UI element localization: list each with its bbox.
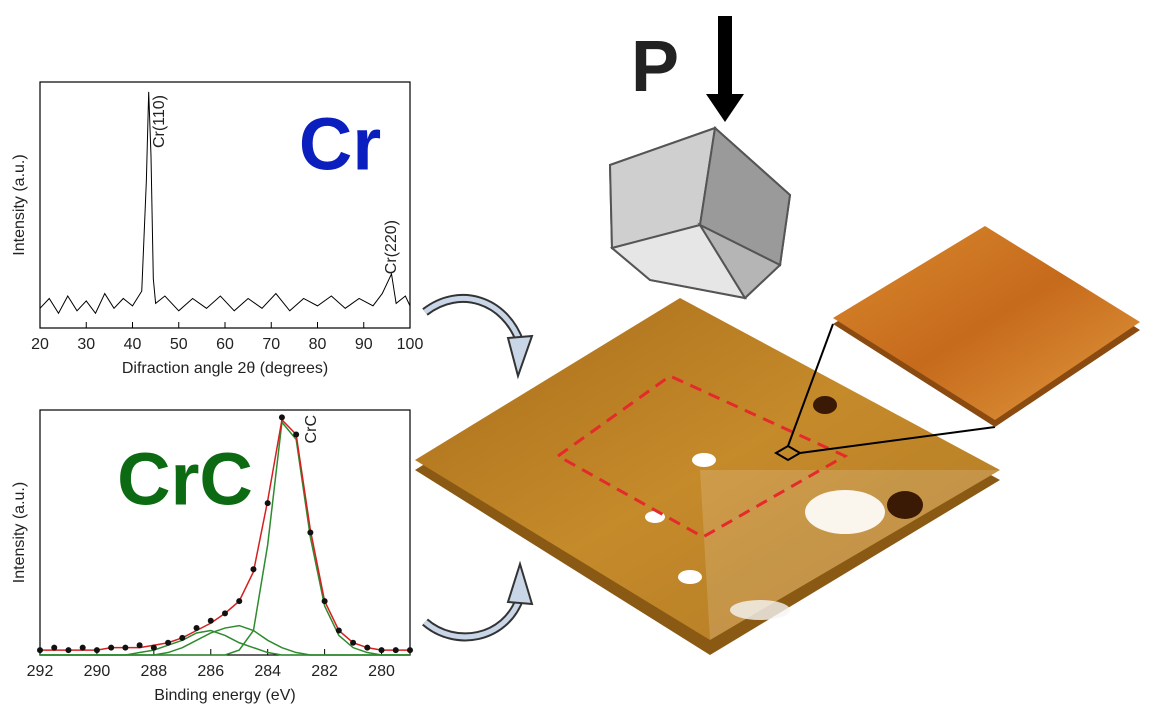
- x-tick-label: 40: [124, 336, 142, 353]
- flow-arrow-head: [506, 560, 534, 606]
- x-tick-label: 288: [140, 663, 167, 680]
- data-point: [278, 414, 285, 421]
- y-axis-label: Intensity (a.u.): [11, 154, 28, 255]
- force-label: P: [631, 27, 679, 107]
- data-point: [378, 647, 385, 654]
- data-point: [65, 647, 72, 654]
- x-tick-label: 70: [262, 336, 280, 353]
- flow-arrow-head: [506, 334, 534, 380]
- data-point: [236, 598, 243, 605]
- x-tick-label: 284: [254, 663, 281, 680]
- data-point: [150, 644, 157, 651]
- data-point: [350, 639, 357, 646]
- y-axis-label: Intensity (a.u.): [11, 482, 28, 583]
- series-line: [40, 629, 410, 656]
- data-point: [250, 566, 257, 573]
- data-point: [407, 647, 413, 654]
- data-point: [108, 644, 115, 651]
- sample-label: CrC: [117, 438, 253, 521]
- x-tick-label: 20: [31, 336, 49, 353]
- afm-surface: [415, 298, 1000, 655]
- zoom-line: [799, 426, 996, 454]
- zoom-line: [787, 323, 834, 447]
- x-axis-label: Difraction angle 2θ (degrees): [122, 360, 328, 377]
- annotation: CrC: [303, 415, 320, 443]
- data-point: [93, 647, 100, 654]
- x-tick-label: 292: [27, 663, 54, 680]
- indenter: [608, 126, 792, 300]
- sample-label: Cr: [299, 103, 381, 186]
- annotation: Cr(110): [151, 95, 168, 148]
- force-arrow-shaft: [718, 16, 732, 96]
- data-point: [321, 598, 328, 605]
- data-point: [79, 644, 86, 651]
- flow-arrow: [423, 295, 523, 343]
- data-point: [207, 617, 214, 624]
- x-tick-label: 290: [84, 663, 111, 680]
- data-point: [335, 627, 342, 634]
- x-tick-label: 80: [309, 336, 327, 353]
- data-point: [307, 529, 314, 536]
- annotation: Cr(220): [383, 220, 400, 274]
- x-tick-label: 286: [197, 663, 224, 680]
- data-point: [122, 644, 129, 651]
- x-tick-label: 282: [311, 663, 338, 680]
- data-point: [136, 642, 143, 649]
- x-tick-label: 90: [355, 336, 373, 353]
- data-point: [193, 625, 200, 632]
- data-point: [165, 639, 172, 646]
- afm-inset: [833, 226, 1140, 427]
- flow-arrow: [423, 597, 523, 640]
- x-axis-label: Binding energy (eV): [154, 687, 295, 704]
- x-tick-label: 100: [397, 336, 424, 353]
- x-tick-label: 30: [77, 336, 95, 353]
- series-line: [39, 91, 411, 315]
- data-point: [51, 644, 58, 651]
- data-point: [222, 610, 228, 617]
- x-tick-label: 60: [216, 336, 234, 353]
- x-tick-label: 50: [170, 336, 188, 353]
- data-point: [293, 431, 300, 438]
- x-tick-label: 280: [368, 663, 395, 680]
- data-point: [37, 647, 43, 654]
- data-point: [179, 634, 186, 641]
- data-point: [264, 500, 271, 507]
- illustration: P: [415, 16, 1140, 655]
- force-arrow-head: [706, 94, 744, 122]
- data-point: [392, 647, 399, 654]
- data-point: [364, 644, 371, 651]
